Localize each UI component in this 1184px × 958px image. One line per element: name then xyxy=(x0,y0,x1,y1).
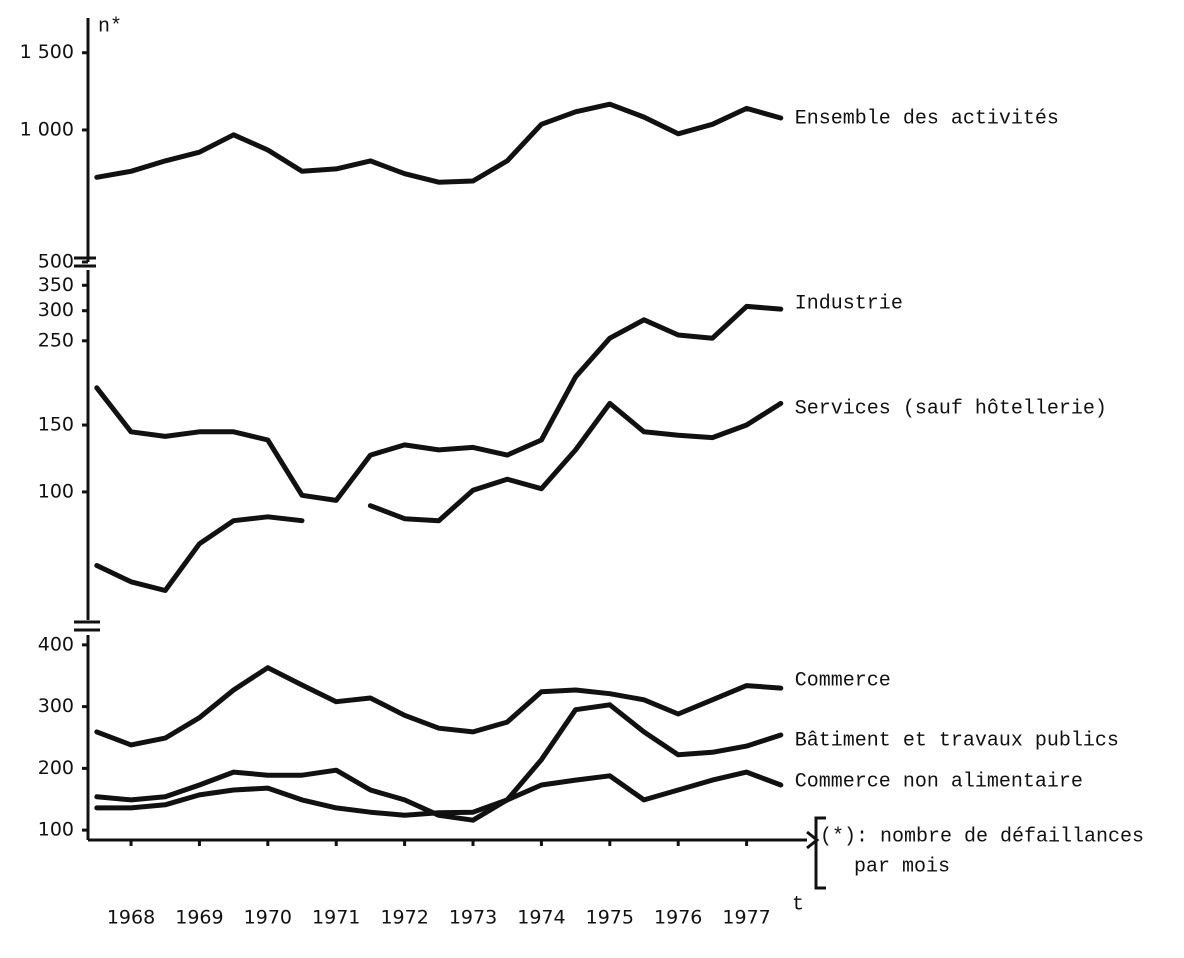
series-label: Industrie xyxy=(795,292,903,315)
x-tick-label: 1976 xyxy=(654,907,702,929)
y-tick-label: 400 xyxy=(38,633,74,655)
series-label: Bâtiment et travaux publics xyxy=(795,729,1119,752)
series-line xyxy=(94,665,784,748)
y-tick-label: 300 xyxy=(38,695,74,717)
series-line xyxy=(94,769,784,818)
footnote-bracket xyxy=(814,816,826,890)
y-tick-label: 1 000 xyxy=(20,118,74,140)
y-tick-label: 100 xyxy=(38,480,74,502)
y-tick-label: 500 xyxy=(38,251,74,273)
x-tick-label: 1968 xyxy=(107,907,155,929)
x-tick-label: 1973 xyxy=(449,907,497,929)
series-label: Services (sauf hôtellerie) xyxy=(795,398,1107,421)
y-tick-label: 350 xyxy=(38,274,74,296)
x-axis-arrow xyxy=(806,830,820,850)
series-line xyxy=(94,101,784,185)
x-tick-label: 1977 xyxy=(722,907,770,929)
y-axis-label: n* xyxy=(98,15,122,38)
y-tick-label: 200 xyxy=(38,757,74,779)
series-line xyxy=(94,702,784,823)
series-line xyxy=(94,400,784,593)
x-tick-label: 1974 xyxy=(517,907,565,929)
series-label: Ensemble des activités xyxy=(795,107,1059,130)
series-label: Commerce non alimentaire xyxy=(795,770,1083,793)
y-tick-label: 250 xyxy=(38,329,74,351)
x-tick-label: 1975 xyxy=(586,907,634,929)
x-tick-label: 1969 xyxy=(175,907,223,929)
y-tick-label: 150 xyxy=(38,414,74,436)
x-tick-label: 1972 xyxy=(380,907,428,929)
footnote: par mois xyxy=(854,855,950,878)
y-tick-label: 300 xyxy=(38,299,74,321)
footnote: (*): nombre de défaillances xyxy=(820,825,1144,848)
y-tick-label: 1 500 xyxy=(20,41,74,63)
y-tick-label: 100 xyxy=(38,819,74,841)
x-tick-label: 1970 xyxy=(244,907,292,929)
series-line xyxy=(94,303,784,503)
series-label: Commerce xyxy=(795,669,891,692)
x-axis-label: t xyxy=(792,893,804,916)
x-tick-label: 1971 xyxy=(312,907,360,929)
